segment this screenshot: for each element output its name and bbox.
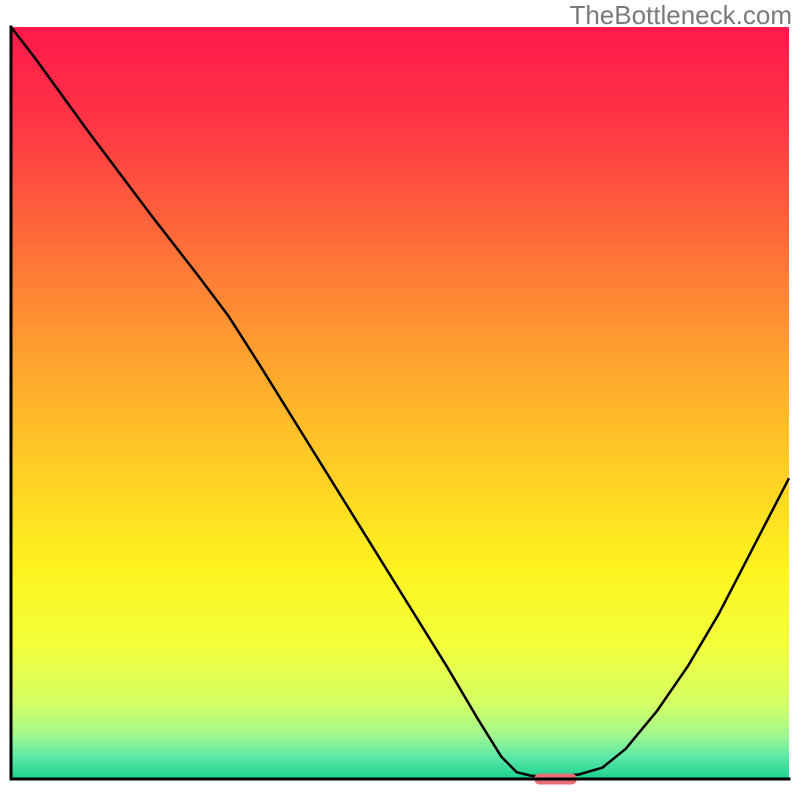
watermark-text: TheBottleneck.com	[569, 0, 792, 31]
gradient-background	[11, 27, 789, 779]
bottleneck-chart	[0, 0, 800, 800]
chart-container: TheBottleneck.com	[0, 0, 800, 800]
